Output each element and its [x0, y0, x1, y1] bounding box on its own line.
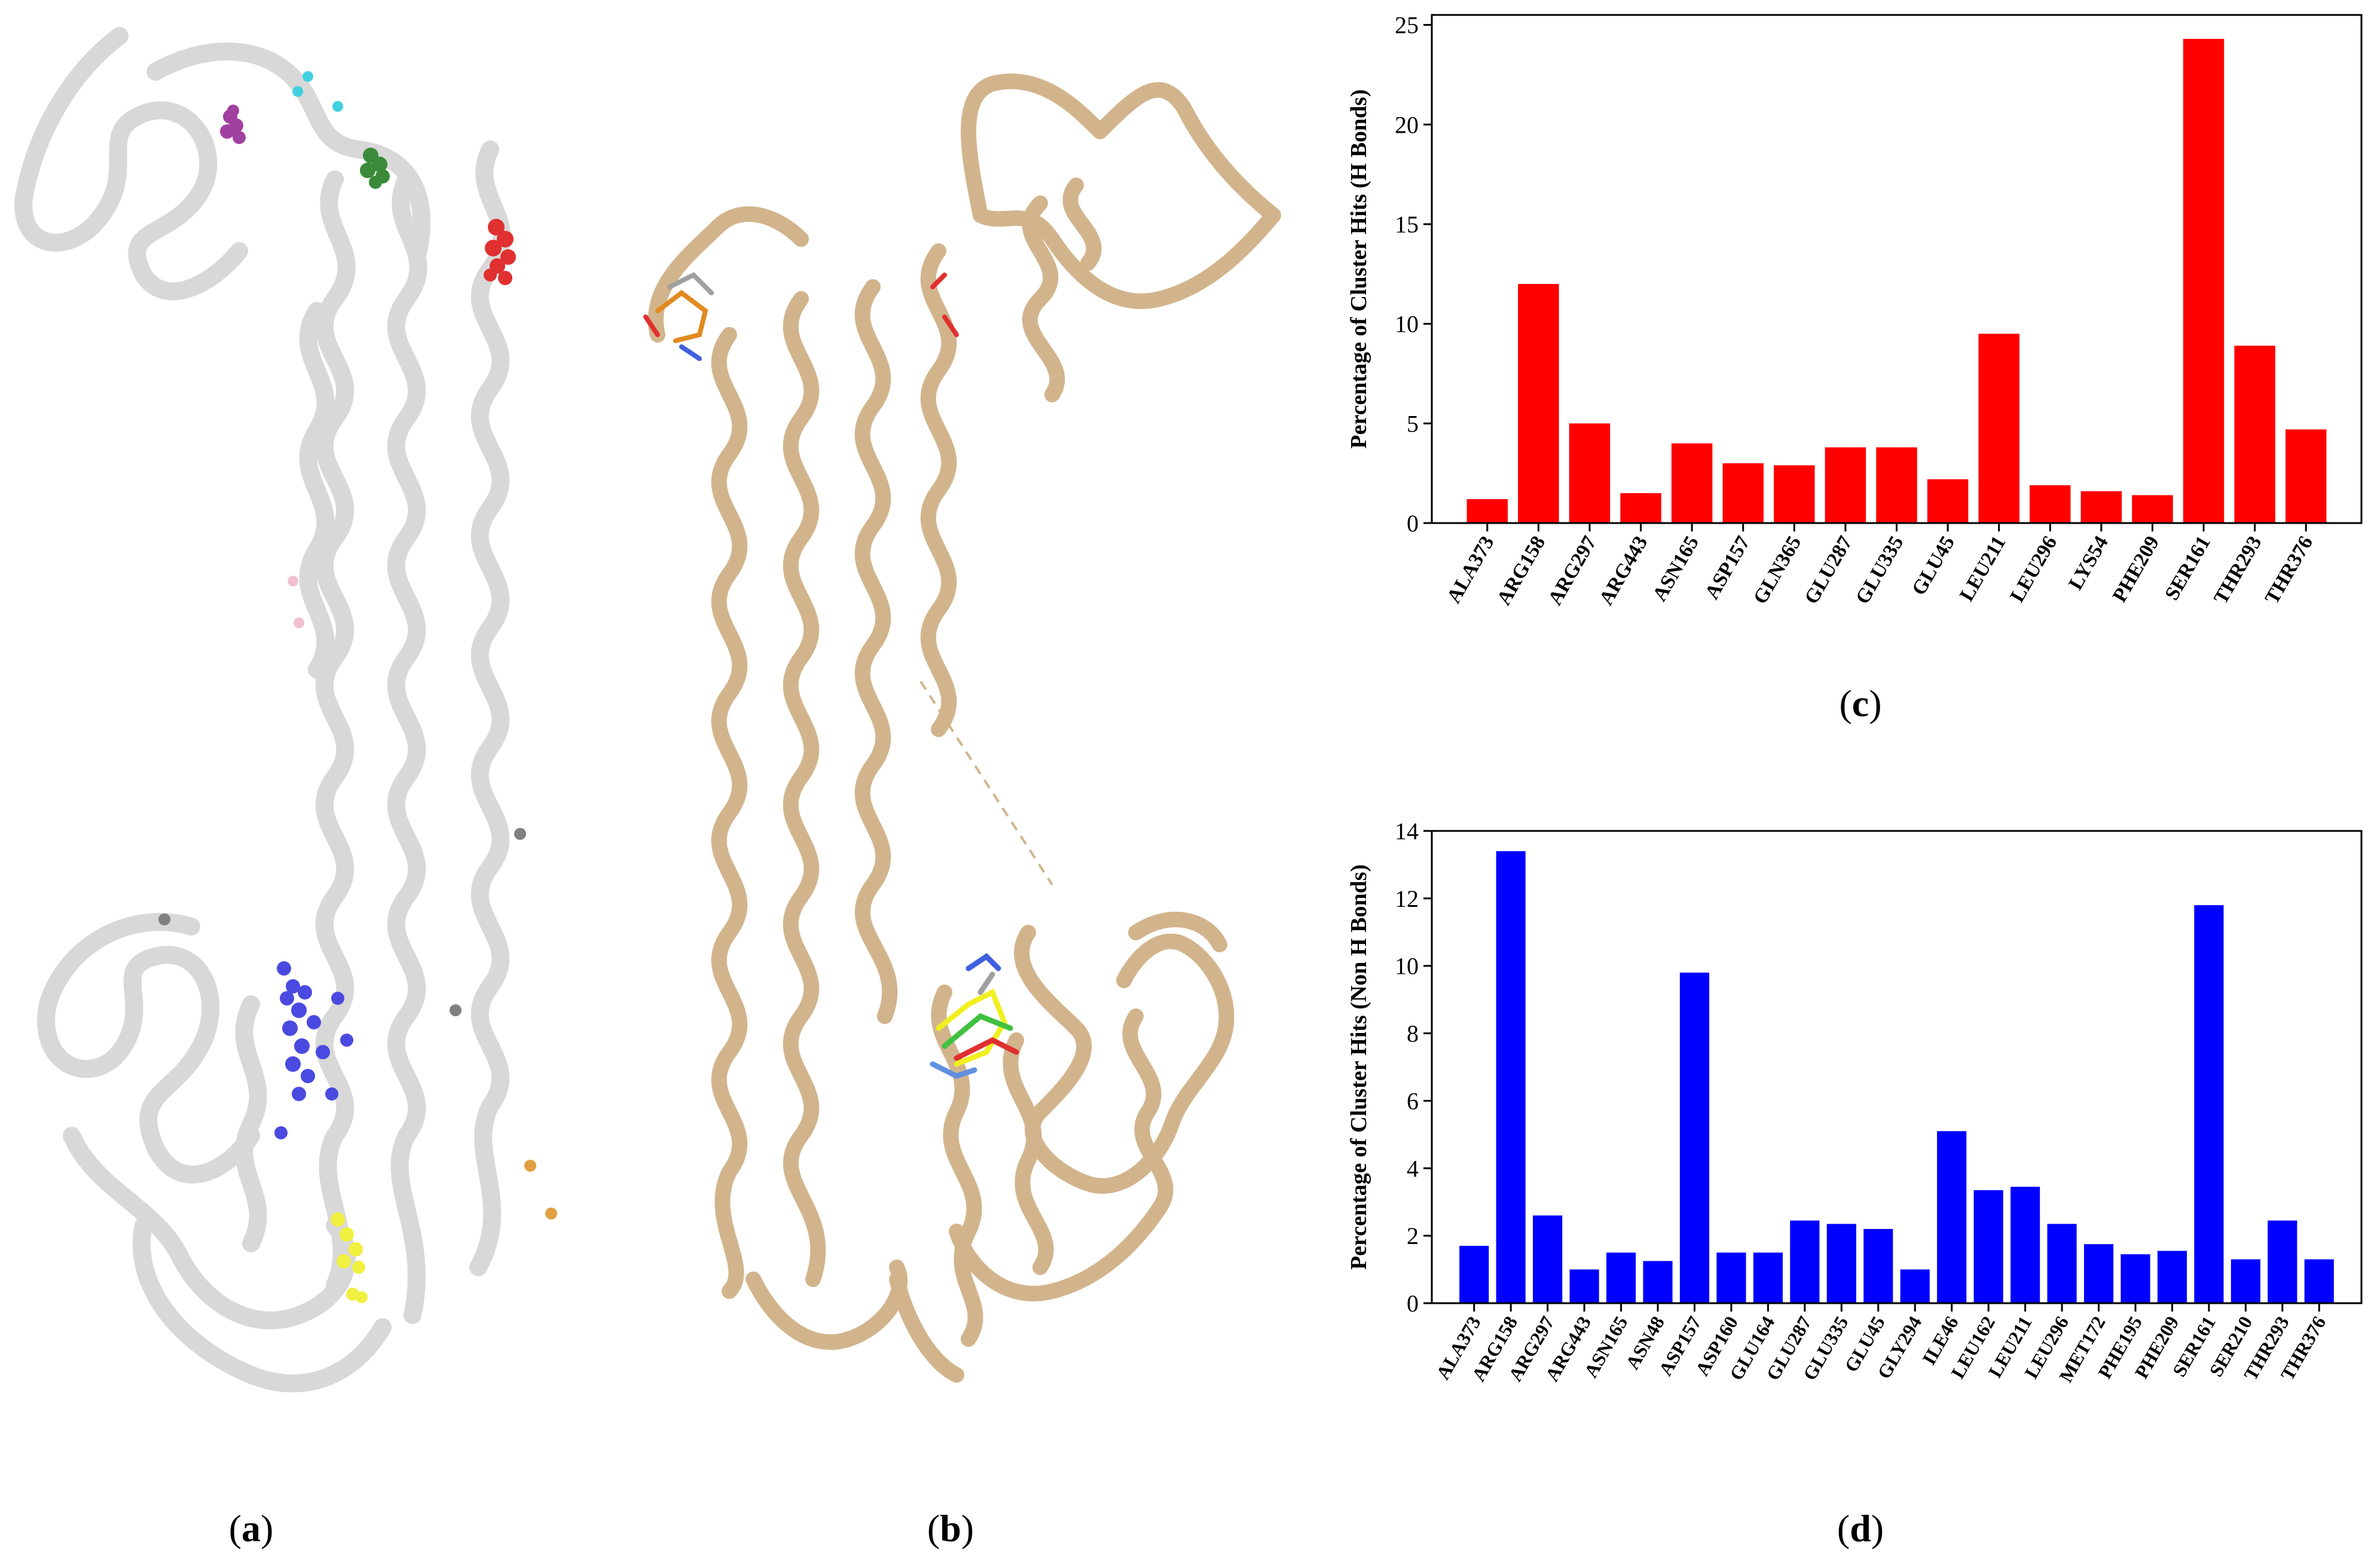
cluster-orange	[524, 1160, 557, 1219]
ligand-top	[643, 272, 959, 361]
x-tick-label: GLU45	[1908, 533, 1959, 600]
panel-d-chart: 0 2 4 6 8 10 12 14 ALA373 ARG158 ARG297 ARG443 ASN16…	[1333, 801, 2371, 1549]
bar-MET172	[2083, 1244, 2114, 1303]
y-tick-label: 10	[1395, 953, 1419, 980]
x-tick-label: GLN365	[1749, 533, 1805, 608]
bar-ARG443	[1620, 493, 1661, 523]
panel-label-d: (d)	[1837, 1507, 1884, 1549]
bar-THR376	[2285, 429, 2327, 523]
cluster-blue	[274, 961, 353, 1139]
cluster-cyan	[292, 71, 343, 112]
y-tick-label: 12	[1395, 885, 1419, 912]
bar-ALA373	[1466, 499, 1508, 523]
bar-GLN365	[1774, 465, 1815, 523]
y-tick-label: 25	[1395, 12, 1419, 39]
y-tick-label: 4	[1407, 1155, 1419, 1182]
x-tick-label: ARG297	[1544, 533, 1601, 609]
bar-LYS54	[2080, 491, 2122, 523]
panel-c-chart: 0 5 10 15 20 25 ALA373 ARG158 ARG297 ARG443 ASN165…	[1333, 0, 2371, 725]
bar-PHE209	[2132, 495, 2173, 523]
bar-SER210	[2231, 1259, 2260, 1303]
x-tick-label: THR293	[2210, 533, 2266, 608]
x-tick-label: ARG443	[1595, 533, 1652, 609]
bar-THR293	[2234, 346, 2275, 523]
plot-frame	[1431, 830, 2363, 1304]
y-tick-label: 5	[1407, 410, 1419, 437]
cluster-red	[484, 219, 516, 285]
bar-ARG297	[1533, 1215, 1563, 1303]
protein-ribbon-a	[14, 27, 557, 1393]
bar-chart-non-h-bonds: 02468101214ALA373ARG158ARG297ARG443ASN16…	[1346, 818, 2363, 1386]
x-tick-label: ALA373	[1443, 533, 1498, 607]
dashed-linker	[919, 680, 1053, 886]
bar-SER161	[2183, 39, 2225, 523]
bar-chart-h-bonds: 0 5 10 15 20 25 ALA373ARG158ARG297ARG443ASN165…	[1346, 12, 2363, 609]
panel-label-a: (a)	[228, 1507, 274, 1549]
bar-LEU211	[2011, 1187, 2040, 1303]
bar-GLU45	[1927, 479, 1969, 523]
bar-ALA373	[1459, 1246, 1489, 1303]
bar-PHE195	[2121, 1254, 2150, 1303]
x-tick-label: GLU287	[1800, 533, 1856, 608]
x-tick-label: PHE209	[2109, 533, 2164, 606]
bar-ASP160	[1716, 1252, 1746, 1303]
bar-GLU335	[1876, 447, 1917, 523]
bar-LEU211	[1978, 334, 2019, 523]
bar-LEU296	[2047, 1224, 2077, 1303]
ligand-bottom	[930, 953, 1019, 1079]
bar-ASN165	[1671, 443, 1713, 523]
bar-LEU162	[1973, 1190, 2003, 1303]
panel-a-structure: (a)	[0, 0, 574, 1549]
bar-ASN165	[1606, 1252, 1636, 1303]
y-tick-label: 0	[1407, 1290, 1419, 1317]
bar-GLU287	[1825, 447, 1866, 523]
bar-ARG158	[1496, 851, 1526, 1303]
y-tick-label: 2	[1407, 1222, 1419, 1249]
y-tick-label: 6	[1407, 1087, 1419, 1114]
x-tick-label: GLU335	[1851, 533, 1908, 608]
y-tick-label: 10	[1395, 311, 1419, 338]
bar-PHE209	[2157, 1251, 2187, 1303]
y-tick-label: 0	[1407, 510, 1419, 537]
y-tick-label: 14	[1395, 818, 1419, 845]
bar-GLU45	[1863, 1228, 1893, 1303]
cluster-pink	[288, 576, 304, 628]
x-tick-label: ASP157	[1701, 533, 1755, 603]
bar-GLU287	[1790, 1220, 1820, 1303]
panel-label-b: (b)	[927, 1507, 974, 1549]
x-tick-label: ARG158	[1493, 533, 1550, 609]
y-axis-label: Percentage of Cluster Hits (H Bonds)	[1346, 89, 1371, 448]
protein-ribbon-b	[643, 74, 1281, 1383]
y-axis-label: Percentage of Cluster Hits (Non H Bonds)	[1346, 864, 1371, 1270]
x-tick-label: THR376	[2261, 533, 2317, 608]
cluster-green	[360, 148, 390, 189]
y-tick-label: 8	[1407, 1020, 1419, 1047]
y-tick-label: 20	[1395, 111, 1419, 138]
bar-ARG297	[1569, 423, 1611, 523]
bar-SER161	[2194, 905, 2224, 1303]
bar-ARG158	[1518, 284, 1559, 523]
panel-b-structure: (b)	[622, 36, 1291, 1549]
bar-LEU296	[2030, 485, 2071, 523]
bar-GLU164	[1753, 1252, 1783, 1303]
bar-GLU335	[1826, 1224, 1856, 1303]
cluster-yellow	[331, 1212, 368, 1303]
bar-GLY294	[1900, 1269, 1930, 1303]
bar-ASP157	[1679, 973, 1710, 1303]
bar-ASN48	[1643, 1261, 1673, 1303]
panel-label-c: (c)	[1839, 682, 1882, 725]
bar-THR293	[2268, 1220, 2297, 1303]
cluster-grey	[158, 828, 526, 1016]
bar-ARG443	[1569, 1269, 1599, 1303]
bar-ASP157	[1722, 463, 1764, 523]
bar-ILE46	[1937, 1131, 1967, 1303]
x-tick-label: LEU211	[1956, 533, 2011, 606]
y-tick-label: 15	[1395, 211, 1419, 238]
x-tick-label: SER161	[2161, 533, 2215, 604]
x-tick-label: ASN165	[1649, 533, 1704, 606]
x-tick-label: LYS54	[2064, 533, 2113, 594]
x-tick-label: LEU296	[2006, 533, 2062, 606]
cluster-magenta	[220, 105, 246, 144]
bar-THR376	[2304, 1259, 2334, 1303]
